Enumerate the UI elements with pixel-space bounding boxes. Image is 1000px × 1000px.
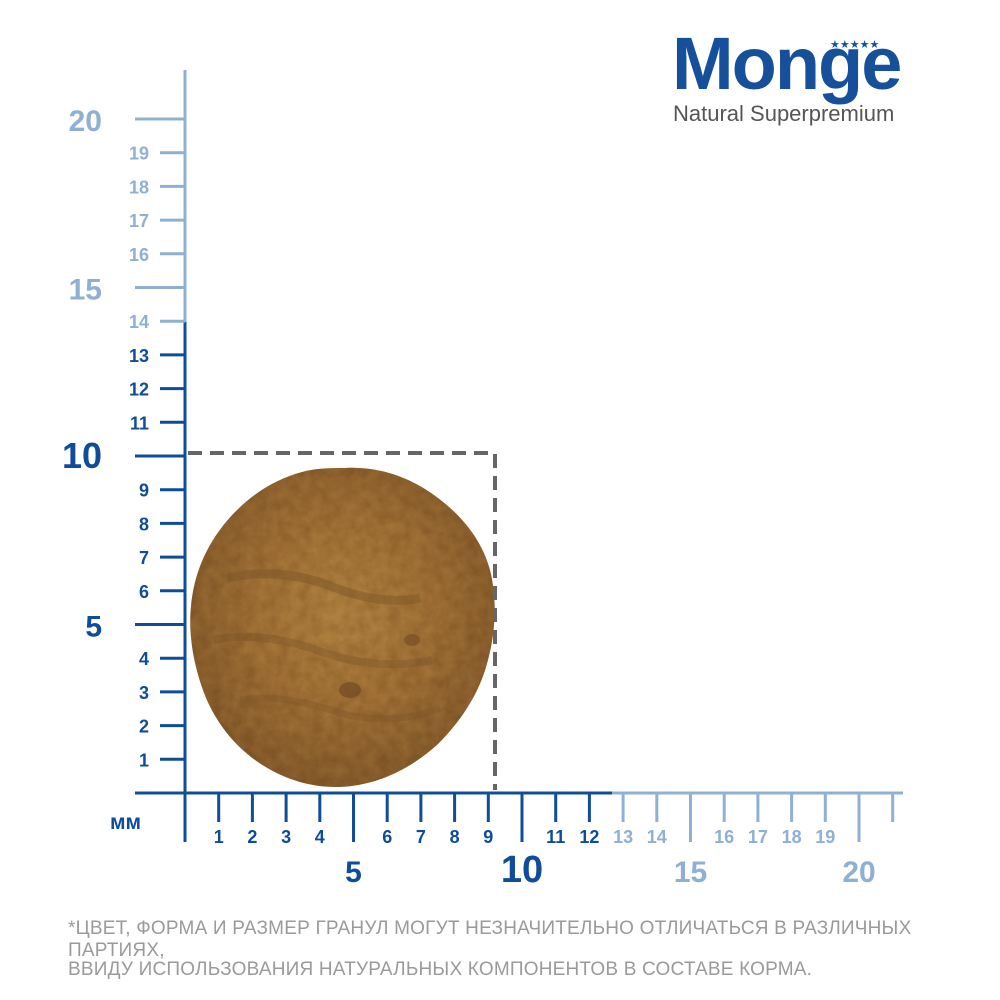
y-tick-label-17: 17 <box>129 211 149 231</box>
logo-stars-icon: ★★★★★ <box>830 38 879 51</box>
y-tick-label-1: 1 <box>139 750 149 770</box>
y-tick-label-2: 2 <box>139 717 149 737</box>
x-tick-label-3: 3 <box>281 827 291 847</box>
brand-name: Monge <box>672 22 900 105</box>
x-tick-label-14: 14 <box>647 827 667 847</box>
x-tick-label-1: 1 <box>214 827 224 847</box>
x-tick-label-18: 18 <box>782 827 802 847</box>
y-tick-label-9: 9 <box>139 481 149 501</box>
x-tick-label-13: 13 <box>613 827 633 847</box>
y-tick-label-11: 11 <box>130 413 149 433</box>
x-tick-label-9: 9 <box>483 827 493 847</box>
x-tick-label-11: 11 <box>546 827 565 847</box>
y-tick-label-12: 12 <box>129 380 149 400</box>
x-tick-label-15: 15 <box>674 856 707 889</box>
y-tick-label-6: 6 <box>139 582 149 602</box>
x-tick-label-2: 2 <box>247 827 257 847</box>
x-tick-label-5: 5 <box>345 856 362 889</box>
y-tick-label-18: 18 <box>129 177 149 197</box>
y-tick-label-20: 20 <box>69 105 102 138</box>
y-tick-label-16: 16 <box>129 245 149 265</box>
kibble-image <box>190 467 495 788</box>
size-frame <box>188 451 497 790</box>
x-tick-label-20: 20 <box>842 856 875 889</box>
svg-text:★★★★★: ★★★★★ <box>830 38 879 51</box>
y-tick-label-8: 8 <box>139 514 149 534</box>
brand-tagline: Natural Superpremium <box>673 101 894 126</box>
disclaimer-line-2: ВВИДУ ИСПОЛЬЗОВАНИЯ НАТУРАЛЬНЫХ КОМПОНЕН… <box>68 959 813 980</box>
x-tick-label-8: 8 <box>450 827 460 847</box>
x-tick-label-6: 6 <box>382 827 392 847</box>
y-tick-label-15: 15 <box>69 274 102 307</box>
x-tick-label-17: 17 <box>748 827 768 847</box>
x-tick-label-12: 12 <box>579 827 599 847</box>
size-frame-line <box>188 451 497 790</box>
y-tick-label-10: 10 <box>62 435 102 476</box>
y-tick-label-7: 7 <box>139 548 149 568</box>
brand-logo: Monge ★★★★★ Natural Superpremium <box>672 22 902 126</box>
x-tick-label-4: 4 <box>315 827 325 847</box>
x-tick-label-7: 7 <box>416 827 426 847</box>
unit-label: мм <box>110 811 141 834</box>
y-tick-label-19: 19 <box>129 144 149 164</box>
y-tick-label-3: 3 <box>139 683 149 703</box>
x-tick-label-19: 19 <box>815 827 835 847</box>
y-tick-label-4: 4 <box>139 649 149 669</box>
x-tick-label-16: 16 <box>714 827 734 847</box>
y-tick-label-13: 13 <box>129 346 149 366</box>
y-tick-label-5: 5 <box>85 611 102 644</box>
y-tick-label-14: 14 <box>129 312 149 332</box>
x-tick-label-10: 10 <box>501 849 543 891</box>
kibble-shape <box>190 467 495 788</box>
disclaimer-line-1: *ЦВЕТ, ФОРМА И РАЗМЕР ГРАНУЛ МОГУТ НЕЗНА… <box>68 918 912 961</box>
